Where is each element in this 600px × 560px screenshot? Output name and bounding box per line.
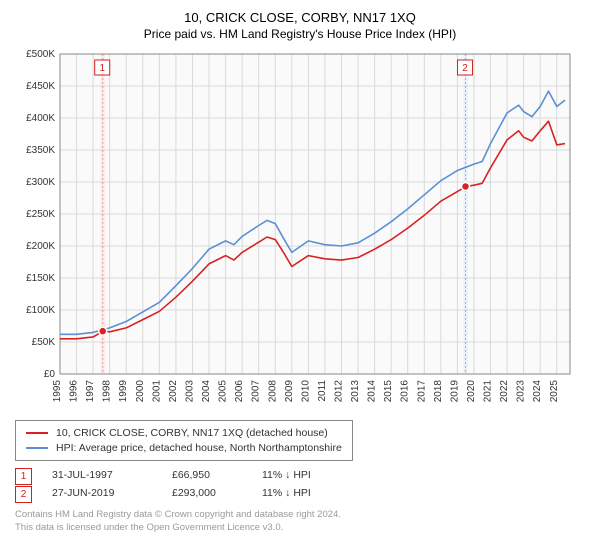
line-chart-svg: £0 £50K £100K £150K £200K £250K £300K £350K £400… xyxy=(15,49,585,414)
chart-area: £0 £50K £100K £150K £200K £250K £300K £350K £400… xyxy=(15,49,585,414)
legend-row: HPI: Average price, detached house, Nort… xyxy=(26,441,342,456)
svg-text:2018: 2018 xyxy=(433,380,444,403)
svg-text:£450K: £450K xyxy=(26,81,55,92)
chart-container: 10, CRICK CLOSE, CORBY, NN17 1XQ Price p… xyxy=(0,0,600,560)
footer-note: Contains HM Land Registry data © Crown c… xyxy=(15,509,585,535)
svg-text:£150K: £150K xyxy=(26,273,55,284)
svg-text:1999: 1999 xyxy=(118,380,129,403)
marker-price: £66,950 xyxy=(172,467,242,485)
svg-text:2001: 2001 xyxy=(151,380,162,403)
marker-row: 1 31-JUL-1997 £66,950 11% ↓ HPI xyxy=(15,467,585,485)
svg-text:2004: 2004 xyxy=(201,380,212,403)
legend-label: HPI: Average price, detached house, Nort… xyxy=(56,441,342,456)
footer-line-2: This data is licensed under the Open Gov… xyxy=(15,522,585,535)
svg-text:2011: 2011 xyxy=(317,380,328,402)
marker-date: 27-JUN-2019 xyxy=(52,485,152,503)
svg-text:£350K: £350K xyxy=(26,145,55,156)
svg-text:2: 2 xyxy=(462,63,468,74)
svg-text:£500K: £500K xyxy=(26,49,55,60)
svg-text:2000: 2000 xyxy=(135,380,146,403)
sale-marker-table: 1 31-JUL-1997 £66,950 11% ↓ HPI 2 27-JUN-2019… xyxy=(15,467,585,503)
svg-text:£100K: £100K xyxy=(26,305,55,316)
svg-text:2008: 2008 xyxy=(267,380,278,403)
marker-row: 2 27-JUN-2019 £293,000 11% ↓ HPI xyxy=(15,485,585,503)
legend-swatch xyxy=(26,432,48,434)
legend-swatch xyxy=(26,447,48,449)
svg-text:1998: 1998 xyxy=(102,380,113,403)
svg-text:£200K: £200K xyxy=(26,241,55,252)
svg-text:2019: 2019 xyxy=(449,380,460,403)
svg-text:2006: 2006 xyxy=(234,380,245,403)
svg-text:2010: 2010 xyxy=(300,380,311,403)
marker-price: £293,000 xyxy=(172,485,242,503)
svg-text:2015: 2015 xyxy=(383,380,394,403)
svg-text:2009: 2009 xyxy=(284,380,295,403)
marker-date: 31-JUL-1997 xyxy=(52,467,152,485)
chart-subtitle: Price paid vs. HM Land Registry's House … xyxy=(15,27,585,41)
svg-text:2022: 2022 xyxy=(499,380,510,403)
svg-text:2016: 2016 xyxy=(400,380,411,403)
svg-text:£250K: £250K xyxy=(26,209,55,220)
svg-text:2025: 2025 xyxy=(549,380,560,403)
marker-hpi: 11% ↓ HPI xyxy=(262,467,342,485)
svg-text:1996: 1996 xyxy=(69,380,80,403)
legend: 10, CRICK CLOSE, CORBY, NN17 1XQ (detach… xyxy=(15,420,353,461)
svg-text:£400K: £400K xyxy=(26,113,55,124)
svg-text:2013: 2013 xyxy=(350,380,361,403)
svg-text:2012: 2012 xyxy=(333,380,344,403)
svg-text:£300K: £300K xyxy=(26,177,55,188)
chart-title: 10, CRICK CLOSE, CORBY, NN17 1XQ xyxy=(15,10,585,25)
footer-line-1: Contains HM Land Registry data © Crown c… xyxy=(15,509,585,522)
svg-text:1: 1 xyxy=(99,63,105,74)
svg-text:2007: 2007 xyxy=(251,380,262,403)
legend-label: 10, CRICK CLOSE, CORBY, NN17 1XQ (detach… xyxy=(56,426,328,441)
svg-text:2024: 2024 xyxy=(532,380,543,403)
svg-text:£50K: £50K xyxy=(32,337,56,348)
svg-text:2005: 2005 xyxy=(218,380,229,403)
svg-text:£0: £0 xyxy=(44,369,56,380)
svg-text:2014: 2014 xyxy=(367,380,378,403)
svg-text:2021: 2021 xyxy=(483,380,494,403)
svg-text:1995: 1995 xyxy=(52,380,63,403)
svg-text:1997: 1997 xyxy=(85,380,96,403)
marker-hpi: 11% ↓ HPI xyxy=(262,485,342,503)
marker-badge: 1 xyxy=(15,468,32,485)
svg-text:2002: 2002 xyxy=(168,380,179,403)
svg-text:2020: 2020 xyxy=(466,380,477,403)
svg-text:2017: 2017 xyxy=(416,380,427,403)
marker-badge: 2 xyxy=(15,486,32,503)
svg-text:2003: 2003 xyxy=(184,380,195,403)
legend-row: 10, CRICK CLOSE, CORBY, NN17 1XQ (detach… xyxy=(26,426,342,441)
svg-text:2023: 2023 xyxy=(516,380,527,403)
